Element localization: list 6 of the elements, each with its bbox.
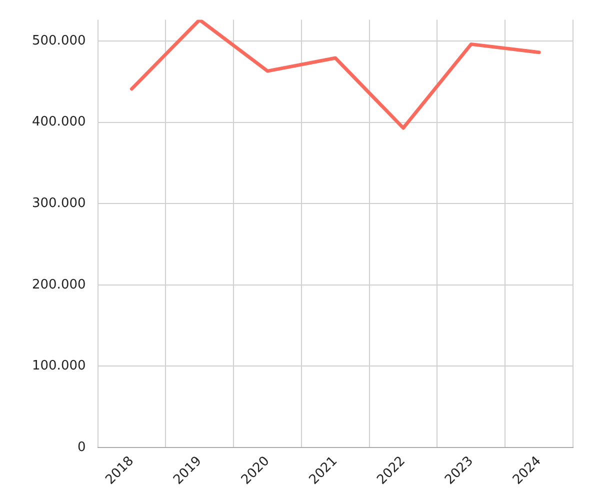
y-tick-label: 300.000 — [32, 196, 86, 211]
y-tick-label: 500.000 — [32, 33, 86, 48]
y-tick-label: 400.000 — [32, 114, 86, 130]
y-tick-label: 200.000 — [32, 277, 86, 292]
y-tick-label: 0 — [77, 440, 86, 455]
y-tick-label: 100.000 — [32, 358, 86, 374]
